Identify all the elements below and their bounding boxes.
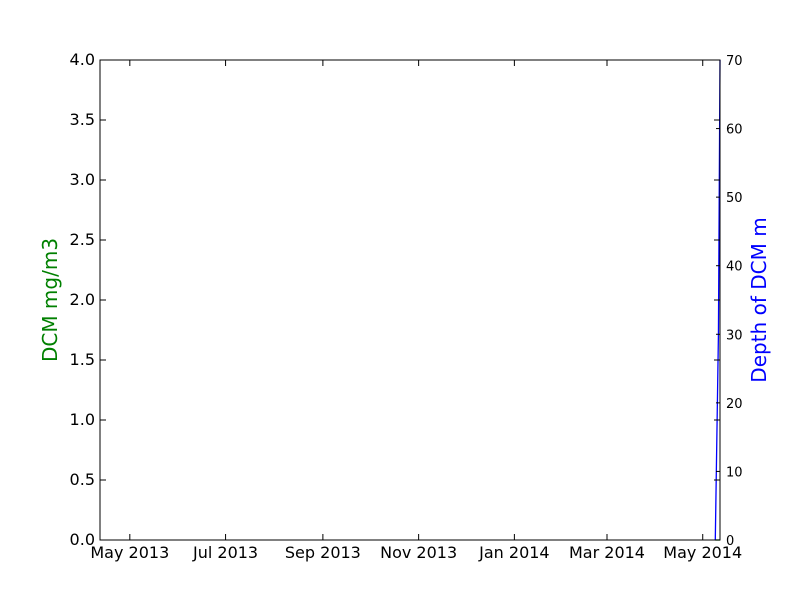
x-tick-label: Mar 2014 (569, 543, 645, 562)
right-y-axis-ticks: 0 10 20 30 40 50 60 70 (716, 54, 743, 549)
right-tick-label: 50 (726, 191, 743, 206)
left-tick-label: 4.0 (70, 50, 95, 69)
left-tick-label: 1.0 (70, 410, 95, 429)
right-tick-label: 10 (726, 465, 743, 480)
right-tick-label: 30 (726, 328, 743, 343)
right-tick-label: 20 (726, 397, 743, 412)
left-tick-label: 0.5 (70, 470, 95, 489)
left-tick-label: 3.5 (70, 110, 95, 129)
left-axis-label: DCM mg/m3 (38, 238, 62, 362)
right-tick-label: 0 (726, 534, 734, 549)
x-tick-label: Jan 2014 (478, 543, 549, 562)
x-axis-ticks: May 2013 Jul 2013 Sep 2013 Nov 2013 Jan 2014… (90, 60, 742, 562)
right-axis-label: Depth of DCM m (747, 217, 771, 382)
x-tick-label: May 2013 (90, 543, 169, 562)
x-tick-label: Nov 2013 (380, 543, 457, 562)
x-tick-label: Sep 2013 (285, 543, 361, 562)
right-tick-label: 60 (726, 123, 743, 138)
x-tick-label: May 2014 (663, 543, 742, 562)
left-tick-label: 2.5 (70, 230, 95, 249)
left-tick-label: 3.0 (70, 170, 95, 189)
left-tick-label: 1.5 (70, 350, 95, 369)
right-tick-label: 70 (726, 54, 743, 69)
left-tick-label: 0.0 (70, 530, 95, 549)
x-tick-label: Jul 2013 (192, 543, 258, 562)
left-y-axis-ticks: 0.0 0.5 1.0 1.5 2.0 2.5 3.0 3.5 4.0 (70, 50, 720, 549)
plot-frame (99, 59, 721, 541)
right-tick-label: 40 (726, 260, 743, 275)
plot-background (100, 60, 720, 540)
left-tick-label: 2.0 (70, 290, 95, 309)
